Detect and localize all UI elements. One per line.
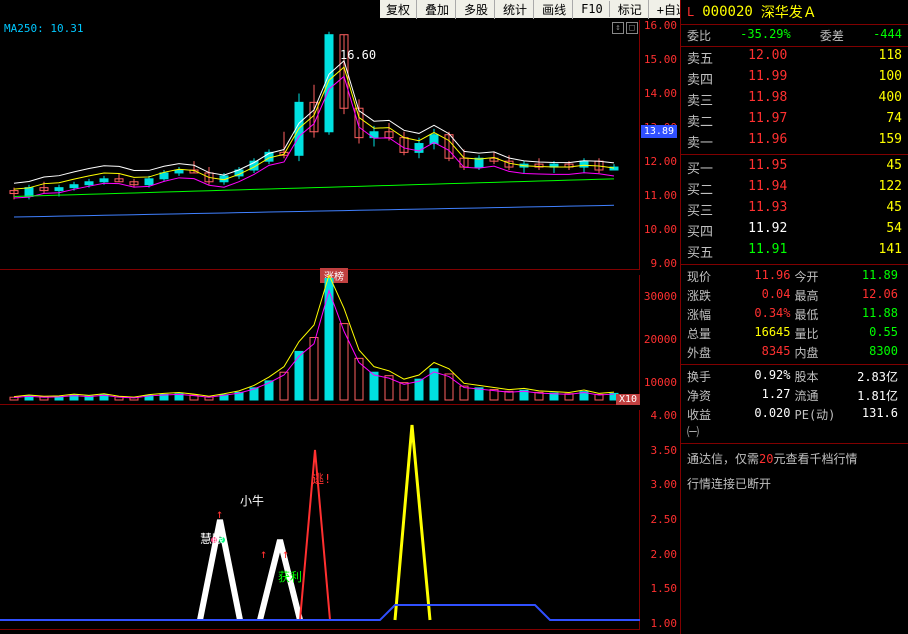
y-axis-volume: 300002000010000 [643, 275, 677, 404]
ratio-row: 委比 -35.29% 委差 -444 [681, 25, 908, 47]
orderbook-row[interactable]: 卖三11.98400 [681, 89, 908, 110]
stock-code[interactable]: 000020 [702, 4, 753, 20]
toolbar-btn[interactable]: 画线 [536, 0, 573, 19]
buy-orderbook: 买一11.9545买二11.94122买三11.9345买四11.9254买五1… [681, 157, 908, 262]
y-axis-indicator: 4.003.503.002.502.001.501.00 [643, 410, 677, 629]
toolbar-btn[interactable]: 统计 [497, 0, 534, 19]
msg-disconnect: 行情连接已断开 [681, 471, 908, 496]
info-row: 外盘8345内盘8300 [681, 343, 908, 362]
toolbar-btn[interactable]: F10 [575, 1, 610, 17]
info-row: 净资1.27流通1.81亿 [681, 386, 908, 405]
msg-promo: 通达信，仅需20元查看千档行情 [681, 446, 908, 471]
info-row: 收益㈠0.020PE(动)131.6 [681, 405, 908, 441]
info-row: 涨跌0.04最高12.06 [681, 286, 908, 305]
orderbook-row[interactable]: 买四11.9254 [681, 220, 908, 241]
indicator-chart: ↑ ↑ ↑ [0, 410, 640, 630]
stock-header: L 000020 深华发Ａ [681, 0, 908, 25]
ratio-val1: -35.29% [740, 27, 791, 44]
orderbook-row[interactable]: 买三11.9345 [681, 199, 908, 220]
label-huoli: 获利 [278, 568, 302, 585]
info-row: 现价11.96今开11.89 [681, 267, 908, 286]
label-huiyan: 慧眼 [200, 530, 224, 547]
chart-volume[interactable]: 300002000010000 [0, 275, 640, 405]
info2-grid: 换手0.92%股本2.83亿净资1.27流通1.81亿收益㈠0.020PE(动)… [681, 367, 908, 441]
candlestick-chart [0, 20, 640, 270]
svg-text:↑: ↑ [216, 507, 223, 521]
x10-badge: X10 [616, 394, 640, 405]
toolbar-btn[interactable]: 复权 [380, 0, 417, 19]
orderbook-row[interactable]: 买五11.91141 [681, 241, 908, 262]
chart-indicator[interactable]: ↑↑↑ 4.003.503.002.502.001.501.00 小牛 慧眼 逃… [0, 410, 640, 630]
toolbar-btn[interactable]: 叠加 [419, 0, 456, 19]
orderbook-row[interactable]: 买二11.94122 [681, 178, 908, 199]
high-price-label: 16.60 [340, 48, 376, 62]
volume-chart [0, 275, 640, 405]
sell-orderbook: 卖五12.00118卖四11.99100卖三11.98400卖二11.9774卖… [681, 47, 908, 152]
info-row: 总量16645量比0.55 [681, 324, 908, 343]
stock-name[interactable]: 深华发Ａ [761, 2, 817, 22]
orderbook-row[interactable]: 卖二11.9774 [681, 110, 908, 131]
chart-main[interactable]: 16.0015.0014.0013.0012.0011.0010.009.00 … [0, 20, 640, 270]
ratio-label2: 委差 [820, 27, 844, 44]
ratio-label1: 委比 [687, 27, 711, 44]
svg-text:↑: ↑ [282, 547, 289, 561]
orderbook-row[interactable]: 卖一11.96159 [681, 131, 908, 152]
label-tao: 逃! [312, 470, 331, 487]
label-xiaoniu: 小牛 [240, 492, 264, 509]
toolbar-btn[interactable]: 标记 [612, 0, 649, 19]
price-tag: 13.89 [641, 125, 677, 138]
toolbar-btn[interactable]: 多股 [458, 0, 495, 19]
info-grid: 现价11.96今开11.89涨跌0.04最高12.06涨幅0.34%最低11.8… [681, 267, 908, 362]
info-row: 换手0.92%股本2.83亿 [681, 367, 908, 386]
svg-text:↑: ↑ [260, 547, 267, 561]
orderbook-row[interactable]: 卖四11.99100 [681, 68, 908, 89]
y-axis-main: 16.0015.0014.0013.0012.0011.0010.009.00 [643, 20, 677, 269]
sidebar: L 000020 深华发Ａ 委比 -35.29% 委差 -444 卖五12.00… [680, 0, 908, 634]
stock-l: L [687, 5, 694, 19]
orderbook-row[interactable]: 买一11.9545 [681, 157, 908, 178]
info-row: 涨幅0.34%最低11.88 [681, 305, 908, 324]
ratio-val2: -444 [873, 27, 902, 44]
orderbook-row[interactable]: 卖五12.00118 [681, 47, 908, 68]
